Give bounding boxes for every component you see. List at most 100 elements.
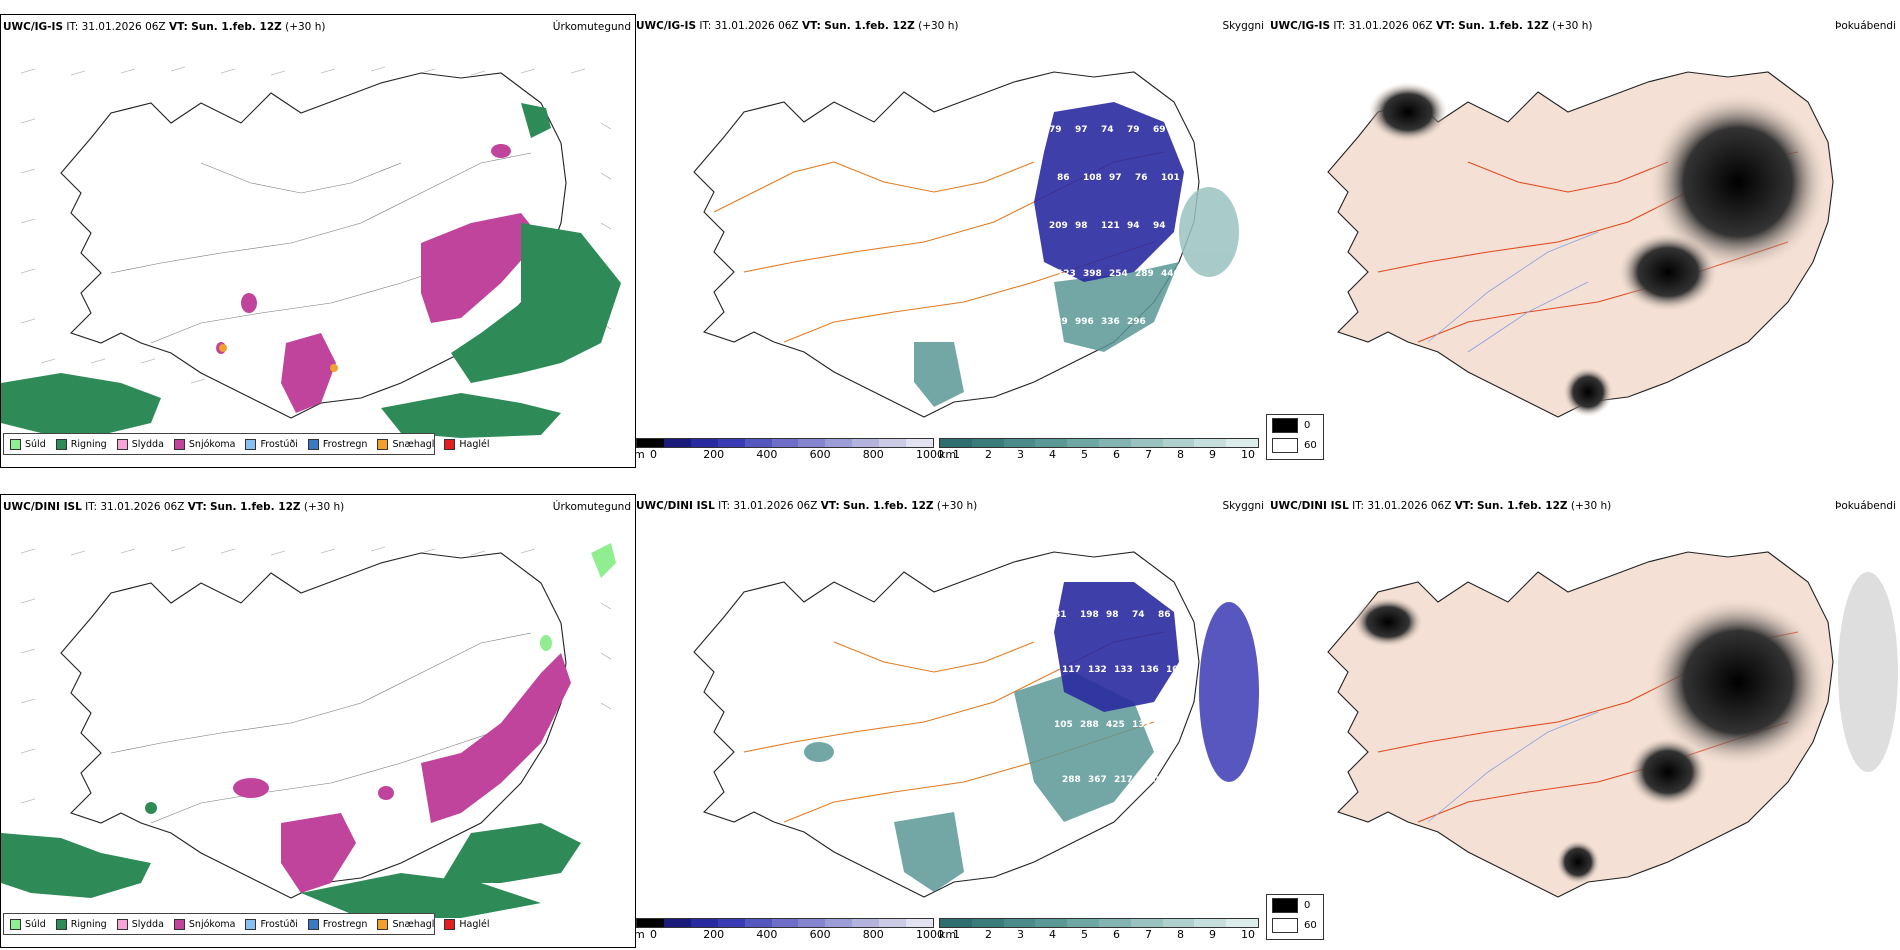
- colorbar-segment: [971, 919, 1004, 927]
- cloud-base-labels: 81 198 98 74 86 117 132 133 136 102 105 288 425 132 15…: [1054, 610, 1185, 785]
- colorbar-segment: [1035, 439, 1068, 447]
- precip-legend-label: Frostregn: [322, 438, 368, 450]
- scale-tick-label: 7: [1145, 928, 1152, 941]
- panel-header: UWC/DINI ISL IT: 31.01.2026 06Z VT: Sun.…: [3, 501, 345, 513]
- precip-legend-item: Slydda: [116, 438, 164, 450]
- ceiling-unit: m: [634, 928, 645, 941]
- scale-tick-label: 2: [985, 448, 992, 461]
- scale-tick-label: 2: [985, 928, 992, 941]
- precip-legend-label: Súld: [25, 918, 46, 930]
- scale-tick-label: 400: [756, 928, 778, 941]
- scale-tick-label: 4: [1049, 928, 1056, 941]
- panel-title: Úrkomutegund: [552, 501, 631, 513]
- iceland-map: [1, 66, 621, 438]
- colorbar-segment: [1067, 439, 1099, 447]
- cloud-base-label: 74: [1101, 125, 1114, 135]
- scale-tick-label: 200: [703, 928, 725, 941]
- colorbar-segment: [690, 439, 718, 447]
- cloud-base-label: 190: [1140, 775, 1159, 785]
- iceland-map: 79 97 74 79 69 86 108 97 76 101 209 98 121 94 94 123 398…: [693, 71, 1239, 418]
- precip-legend-swatch: [245, 438, 257, 450]
- precip-legend-item: Snæhagl: [377, 918, 434, 930]
- precip-legend-label: Snæhagl: [392, 438, 435, 450]
- colorbar-segment: [1098, 439, 1131, 447]
- panel-header: UWC/DINI ISL IT: 31.01.2026 06Z VT: Sun.…: [636, 500, 978, 512]
- scale-tick-label: 400: [756, 448, 778, 461]
- fog-panel-top: UWC/IG-IS IT: 31.01.2026 06Z VT: Sun. 1.…: [1268, 14, 1900, 466]
- scale-tick-label: 600: [809, 448, 831, 461]
- scale-tick-label: 4: [1049, 448, 1056, 461]
- fog-key-row: 60: [1267, 435, 1323, 455]
- cloud-base-label: 425: [1106, 720, 1125, 730]
- cloud-base-label: 209: [1049, 221, 1068, 231]
- drizzle-area: [540, 543, 616, 651]
- precip-legend-item: Haglél: [444, 438, 490, 450]
- precip-legend-swatch: [10, 918, 21, 930]
- colorbar-segment: [771, 919, 799, 927]
- colorbar-segment: [852, 919, 880, 927]
- precip-legend-item: Snjókoma: [173, 438, 235, 450]
- cloud-base-label: 94: [1127, 221, 1140, 231]
- fog-key-row: 0: [1267, 415, 1323, 435]
- fog-key-swatch: [1272, 417, 1298, 433]
- snowfall-area: [233, 653, 571, 893]
- cloud-base-label: 288: [1080, 720, 1099, 730]
- wind-barbs: [20, 66, 612, 384]
- colorbar-segment: [1162, 439, 1195, 447]
- precip-legend-item: Súld: [10, 438, 46, 450]
- cloud-base-label: 217: [1114, 775, 1133, 785]
- colorbar-segment: [825, 919, 853, 927]
- colorbar-segment: [940, 439, 972, 447]
- colorbar-segment: [637, 919, 664, 927]
- precip-legend-label: Haglél: [459, 438, 490, 450]
- cloud-base-label: 101: [1161, 173, 1180, 183]
- colorbar-segment: [1003, 919, 1036, 927]
- cloud-base-label: 117: [1062, 665, 1081, 675]
- rivers: [1427, 711, 1599, 823]
- cloud-base-label: 81: [1054, 610, 1067, 620]
- colorbar-segment: [1067, 919, 1099, 927]
- cloud-base-label: 69: [1153, 125, 1166, 135]
- colorbar-segment: [1035, 919, 1068, 927]
- colorbar-segment: [1130, 439, 1163, 447]
- precip-legend-swatch: [377, 918, 389, 930]
- fog-key-swatch: [1272, 917, 1298, 933]
- scale-tick-label: 800: [862, 448, 884, 461]
- fog-panel-bottom: UWC/DINI ISL IT: 31.01.2026 06Z VT: Sun.…: [1268, 494, 1900, 946]
- scale-tick-label: 8: [1177, 448, 1184, 461]
- precip-legend-swatch: [444, 438, 456, 450]
- cloud-base-label: 97: [1109, 173, 1122, 183]
- precip-legend-swatch: [307, 918, 319, 930]
- precip-legend-item: Snæhagl: [377, 438, 435, 450]
- cloud-base-label: 98: [1106, 610, 1119, 620]
- cloud-base-label: 254: [1109, 269, 1128, 279]
- cloud-base-label: 398: [1083, 269, 1102, 279]
- precip-legend-label: Snjókoma: [188, 918, 236, 930]
- colorbar-segment: [744, 439, 772, 447]
- panel-header: UWC/IG-IS IT: 31.01.2026 06Z VT: Sun. 1.…: [3, 21, 326, 33]
- colorbar-segment: [1194, 919, 1227, 927]
- colorbar-segment: [971, 439, 1004, 447]
- visibility-scale: km 1 2 3 4 5 6 7 8 9 10: [939, 438, 1259, 466]
- cloud-base-label: 121: [1101, 221, 1120, 231]
- scale-tick-label: 0: [650, 928, 657, 941]
- precip-legend-label: Frostregn: [322, 918, 368, 930]
- cloud-base-label: 79: [1049, 125, 1062, 135]
- precip-legend-item: Slydda: [116, 918, 164, 930]
- colorbar-segment: [798, 919, 826, 927]
- precip-legend-swatch: [307, 438, 319, 450]
- fog-key-top: 0 60: [1266, 414, 1324, 460]
- colorbar-segment: [717, 919, 745, 927]
- cloud-base-labels: 79 97 74 79 69 86 108 97 76 101 209 98 121 94 94 123 398…: [1049, 125, 1180, 327]
- precip-legend-swatch: [116, 438, 128, 450]
- colorbar-segment: [1226, 919, 1258, 927]
- cloud-base-label: 336: [1101, 317, 1120, 327]
- precip-legend: Súld Rigning Slydda Snjókoma Frostúði Frostre…: [3, 913, 490, 935]
- low-ceiling: [1054, 582, 1179, 712]
- cloud-base-label: 94: [1153, 221, 1166, 231]
- panel-title: Skyggni: [1222, 500, 1265, 512]
- snowfall-area: [216, 144, 541, 413]
- panel-title: Þokuábendi: [1835, 20, 1896, 32]
- cloud-base-label: 289: [1135, 269, 1154, 279]
- roads: [110, 632, 532, 824]
